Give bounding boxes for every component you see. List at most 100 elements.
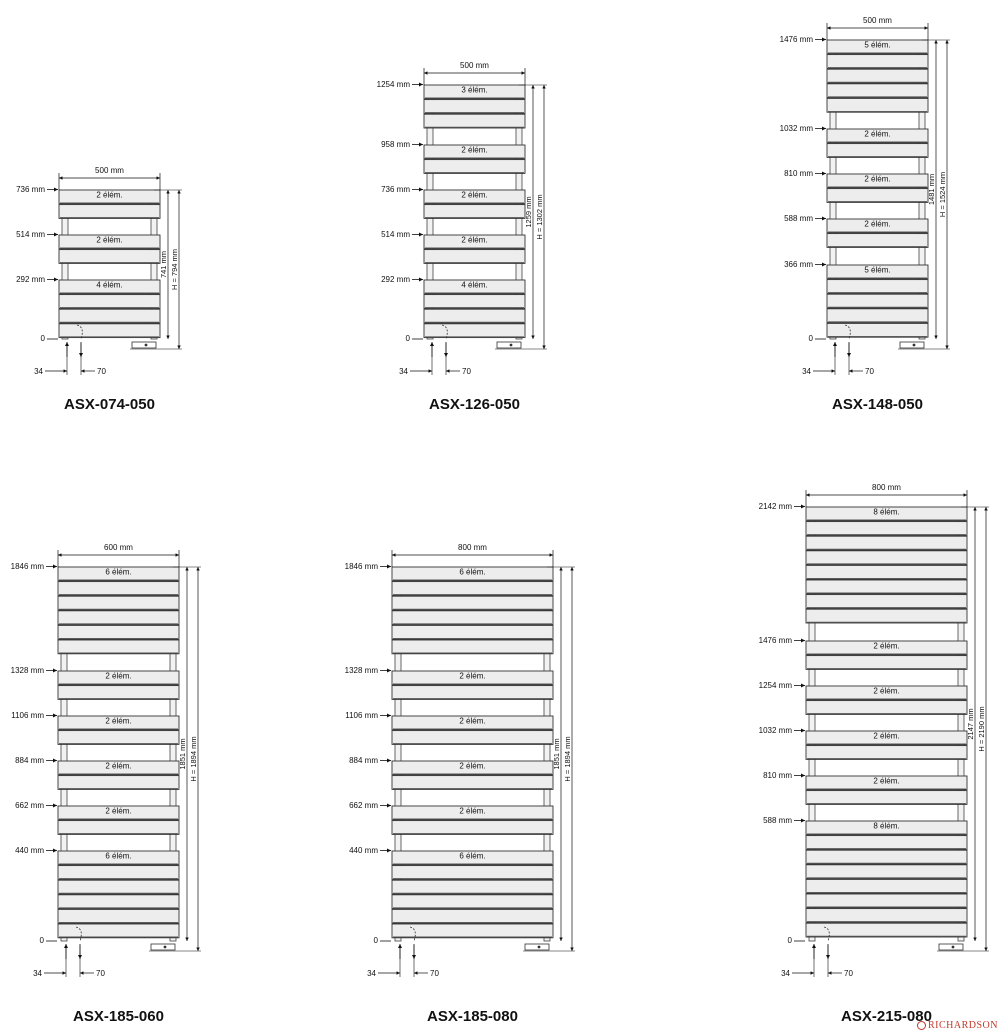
- elevation-label: 1846 mm: [345, 562, 379, 571]
- panel-element: [826, 97, 929, 113]
- group-element-count: 2 élém.: [105, 672, 131, 681]
- group-element-count: 2 élém.: [105, 717, 131, 726]
- elevation-label: 1254 mm: [759, 681, 793, 690]
- bracket-screw: [144, 343, 148, 347]
- panel-element: [805, 878, 968, 894]
- connection-right-label: 70: [430, 969, 439, 978]
- panel-element: [805, 640, 968, 656]
- panel-element: [391, 850, 554, 866]
- panel-element: [805, 730, 968, 746]
- panel-element: [57, 639, 180, 655]
- group-element-count: 2 élém.: [864, 175, 890, 184]
- wall-bracket: [150, 943, 176, 951]
- connection-right-label: 70: [865, 367, 874, 376]
- panel-element: [805, 775, 968, 791]
- valve-curve: [823, 926, 830, 942]
- panel-element: [805, 564, 968, 580]
- panel-element: [826, 68, 929, 84]
- wall-bracket: [899, 341, 925, 349]
- panel-element: [58, 323, 161, 339]
- width-label: 800 mm: [458, 543, 487, 552]
- valve-curve: [441, 324, 448, 340]
- bracket-screw: [951, 945, 955, 949]
- elevation-label: 736 mm: [16, 185, 45, 194]
- panel-element: [423, 144, 526, 160]
- group-element-count: 2 élém.: [461, 191, 487, 200]
- zero-label: 0: [788, 936, 793, 945]
- overall-height-label: H = 1894 mm: [563, 736, 572, 781]
- panel-element: [391, 879, 554, 895]
- panel-element: [423, 204, 526, 219]
- panel-element: [423, 84, 526, 100]
- elevation-label: 292 mm: [381, 275, 410, 284]
- radiator-asx-185-080: 6 élém. 1846 mm 2 élém. 1328 mm 2 élém. 1106 …: [345, 543, 575, 1025]
- elevation-label: 514 mm: [381, 230, 410, 239]
- panel-element: [826, 39, 929, 55]
- group-element-count: 6 élém.: [459, 852, 485, 861]
- panel-element: [57, 730, 180, 745]
- connection-right-label: 70: [844, 969, 853, 978]
- model-title: ASX-215-080: [841, 1008, 932, 1025]
- group-element-count: 2 élém.: [864, 220, 890, 229]
- elevation-label: 2142 mm: [759, 502, 793, 511]
- total-height-label: 1259 mm: [524, 196, 533, 227]
- panel-element: [391, 670, 554, 686]
- elevation-label: 1032 mm: [759, 726, 793, 735]
- panel-element: [826, 143, 929, 158]
- group-element-count: 2 élém.: [96, 191, 122, 200]
- elevation-label: 1328 mm: [11, 666, 45, 675]
- zero-label: 0: [374, 936, 379, 945]
- panel-element: [57, 820, 180, 835]
- group-element-count: 2 élém.: [459, 807, 485, 816]
- panel-element: [391, 923, 554, 939]
- radiator-asx-074-050: 2 élém. 736 mm 2 élém. 514 mm 4 élém. 292 mm 0…: [16, 166, 182, 413]
- width-label: 500 mm: [95, 166, 124, 175]
- group-element-count: 2 élém.: [873, 687, 899, 696]
- group-element-count: 2 élém.: [459, 717, 485, 726]
- bracket-screw: [509, 343, 513, 347]
- group-element-count: 6 élém.: [105, 568, 131, 577]
- connection-left-label: 34: [367, 969, 376, 978]
- panel-element: [826, 279, 929, 294]
- panel-element: [805, 908, 968, 923]
- panel-element: [57, 865, 180, 880]
- connection-right-label: 70: [96, 969, 105, 978]
- panel-element: [826, 173, 929, 189]
- panel-element: [391, 581, 554, 596]
- elevation-label: 884 mm: [15, 756, 44, 765]
- brand-logo: RICHARDSON: [916, 1020, 998, 1031]
- elevation-label: 440 mm: [349, 846, 378, 855]
- overall-height-label: H = 794 mm: [170, 249, 179, 290]
- elevation-label: 662 mm: [349, 801, 378, 810]
- panel-element: [805, 835, 968, 850]
- zero-label: 0: [809, 334, 814, 343]
- panel-element: [805, 579, 968, 595]
- group-element-count: 2 élém.: [873, 732, 899, 741]
- panel-element: [57, 610, 180, 626]
- bracket-screw: [163, 945, 167, 949]
- panel-element: [805, 922, 968, 938]
- elevation-label: 292 mm: [16, 275, 45, 284]
- bracket-screw: [912, 343, 916, 347]
- elevation-label: 588 mm: [784, 214, 813, 223]
- elevation-label: 1476 mm: [759, 636, 793, 645]
- panel-element: [391, 760, 554, 776]
- model-title: ASX-185-080: [427, 1008, 518, 1025]
- panel-element: [58, 234, 161, 250]
- panel-element: [57, 566, 180, 582]
- panel-element: [391, 730, 554, 745]
- panel-element: [57, 805, 180, 821]
- radiator-asx-148-050: 5 élém. 1476 mm 2 élém. 1032 mm 2 élém. 810 m…: [780, 16, 950, 413]
- panel-element: [805, 700, 968, 715]
- valve-curve: [844, 324, 851, 340]
- panel-element: [826, 293, 929, 309]
- width-label: 500 mm: [460, 61, 489, 70]
- elevation-label: 884 mm: [349, 756, 378, 765]
- connection-left-label: 34: [34, 367, 43, 376]
- group-element-count: 2 élém.: [105, 762, 131, 771]
- elevation-label: 736 mm: [381, 185, 410, 194]
- overall-height-label: H = 1894 mm: [189, 736, 198, 781]
- connection-right-label: 70: [462, 367, 471, 376]
- wall-bracket: [524, 943, 550, 951]
- panel-element: [58, 189, 161, 205]
